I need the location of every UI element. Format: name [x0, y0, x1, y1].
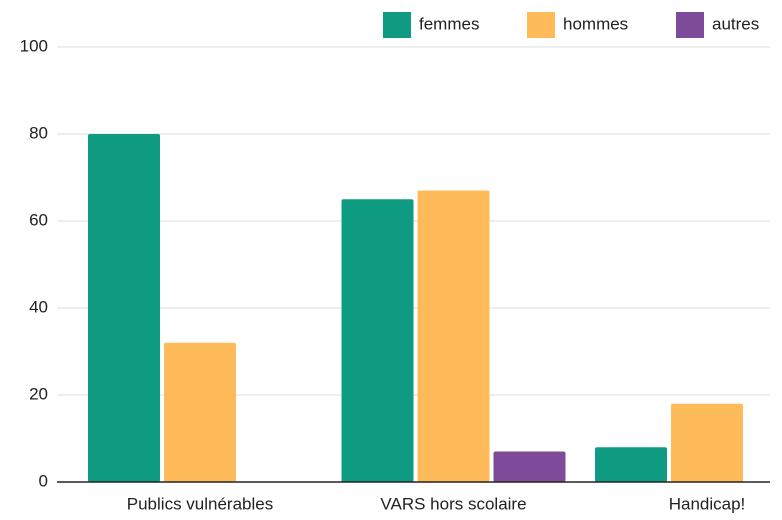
- x-tick-label: Publics vulnérables: [127, 494, 273, 513]
- x-tick-label: Handicap!: [669, 494, 746, 513]
- y-tick-label: 40: [29, 297, 48, 316]
- bar: [164, 342, 236, 482]
- bar: [417, 190, 490, 483]
- y-tick-label: 60: [29, 210, 48, 229]
- bar: [671, 403, 743, 482]
- bar: [341, 199, 414, 482]
- bar: [595, 447, 667, 482]
- legend-label: autres: [712, 14, 759, 33]
- legend-swatch: [383, 12, 411, 38]
- y-tick-label: 100: [20, 36, 48, 55]
- y-tick-label: 20: [29, 384, 48, 403]
- legend-label: femmes: [419, 14, 479, 33]
- legend-swatch: [676, 12, 704, 38]
- y-tick-label: 0: [39, 471, 48, 490]
- bar: [493, 451, 566, 482]
- y-tick-label: 80: [29, 123, 48, 142]
- bar: [88, 134, 160, 482]
- legend-label: hommes: [563, 14, 628, 33]
- x-tick-label: VARS hors scolaire: [380, 494, 526, 513]
- legend-swatch: [527, 12, 555, 38]
